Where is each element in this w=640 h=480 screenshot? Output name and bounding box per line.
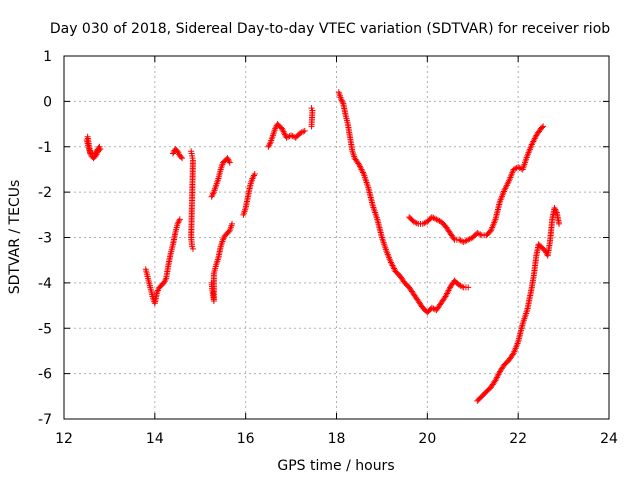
gridlines <box>64 56 609 419</box>
series-riob-c <box>142 216 183 307</box>
data-point <box>96 143 103 150</box>
x-tick-label: 14 <box>146 431 164 447</box>
x-tick-label: 18 <box>328 431 346 447</box>
data-points <box>83 89 563 404</box>
y-tick-label: -1 <box>38 140 52 156</box>
data-point <box>457 237 464 244</box>
data-point <box>413 220 420 227</box>
x-tick-label: 12 <box>55 431 73 447</box>
y-tick-label: -7 <box>38 412 52 428</box>
y-tick-label: -2 <box>38 185 52 201</box>
data-point <box>301 127 308 134</box>
series-riob-d <box>170 146 186 162</box>
data-point <box>475 230 482 237</box>
data-point <box>179 155 186 162</box>
x-axis-label: GPS time / hours <box>277 458 394 474</box>
series-riob-k <box>335 89 472 316</box>
data-point <box>421 220 428 227</box>
data-point <box>229 220 236 227</box>
series-riob-l <box>406 123 547 246</box>
plot-frame <box>63 55 610 420</box>
data-point <box>251 170 258 177</box>
data-point <box>477 231 484 238</box>
series-riob-e <box>188 148 196 252</box>
series-riob-j <box>308 105 316 130</box>
data-point <box>226 159 233 166</box>
series-riob-m <box>474 205 563 404</box>
x-tick-label: 16 <box>237 431 255 447</box>
series-riob-b <box>84 133 103 157</box>
data-point <box>540 123 547 130</box>
data-point <box>308 123 315 130</box>
data-point <box>556 220 563 227</box>
y-tick-label: 0 <box>43 94 52 110</box>
y-tick-label: -3 <box>38 231 52 247</box>
y-axis-label: SDTVAR / TECUs <box>7 180 23 295</box>
data-point <box>162 276 169 283</box>
data-point <box>175 219 182 226</box>
y-tick-label: -4 <box>38 276 52 292</box>
y-tick-label: 1 <box>43 49 52 65</box>
series-riob-i <box>265 121 308 150</box>
data-point <box>176 216 183 223</box>
y-tick-label: -6 <box>38 367 52 383</box>
data-point <box>539 124 546 131</box>
data-point <box>95 145 102 152</box>
chart-title: Day 030 of 2018, Sidereal Day-to-day VTE… <box>50 21 610 37</box>
data-point <box>154 287 161 294</box>
y-tick-label: -5 <box>38 321 52 337</box>
series-riob-h <box>240 170 258 218</box>
x-tick-label: 24 <box>600 431 618 447</box>
series-riob-g <box>208 155 233 200</box>
x-tick-label: 20 <box>418 431 436 447</box>
series-riob-f <box>208 220 236 305</box>
data-point <box>459 283 466 290</box>
x-tick-label: 22 <box>509 431 527 447</box>
data-point <box>465 284 472 291</box>
axis-ticks: 12 14 16 18 20 22 24 1 0 -1 -2 -3 -4 -5 -6 -7 <box>38 49 618 447</box>
data-point <box>177 153 184 160</box>
data-point <box>300 128 307 135</box>
data-point <box>189 245 196 252</box>
data-point <box>450 235 457 242</box>
